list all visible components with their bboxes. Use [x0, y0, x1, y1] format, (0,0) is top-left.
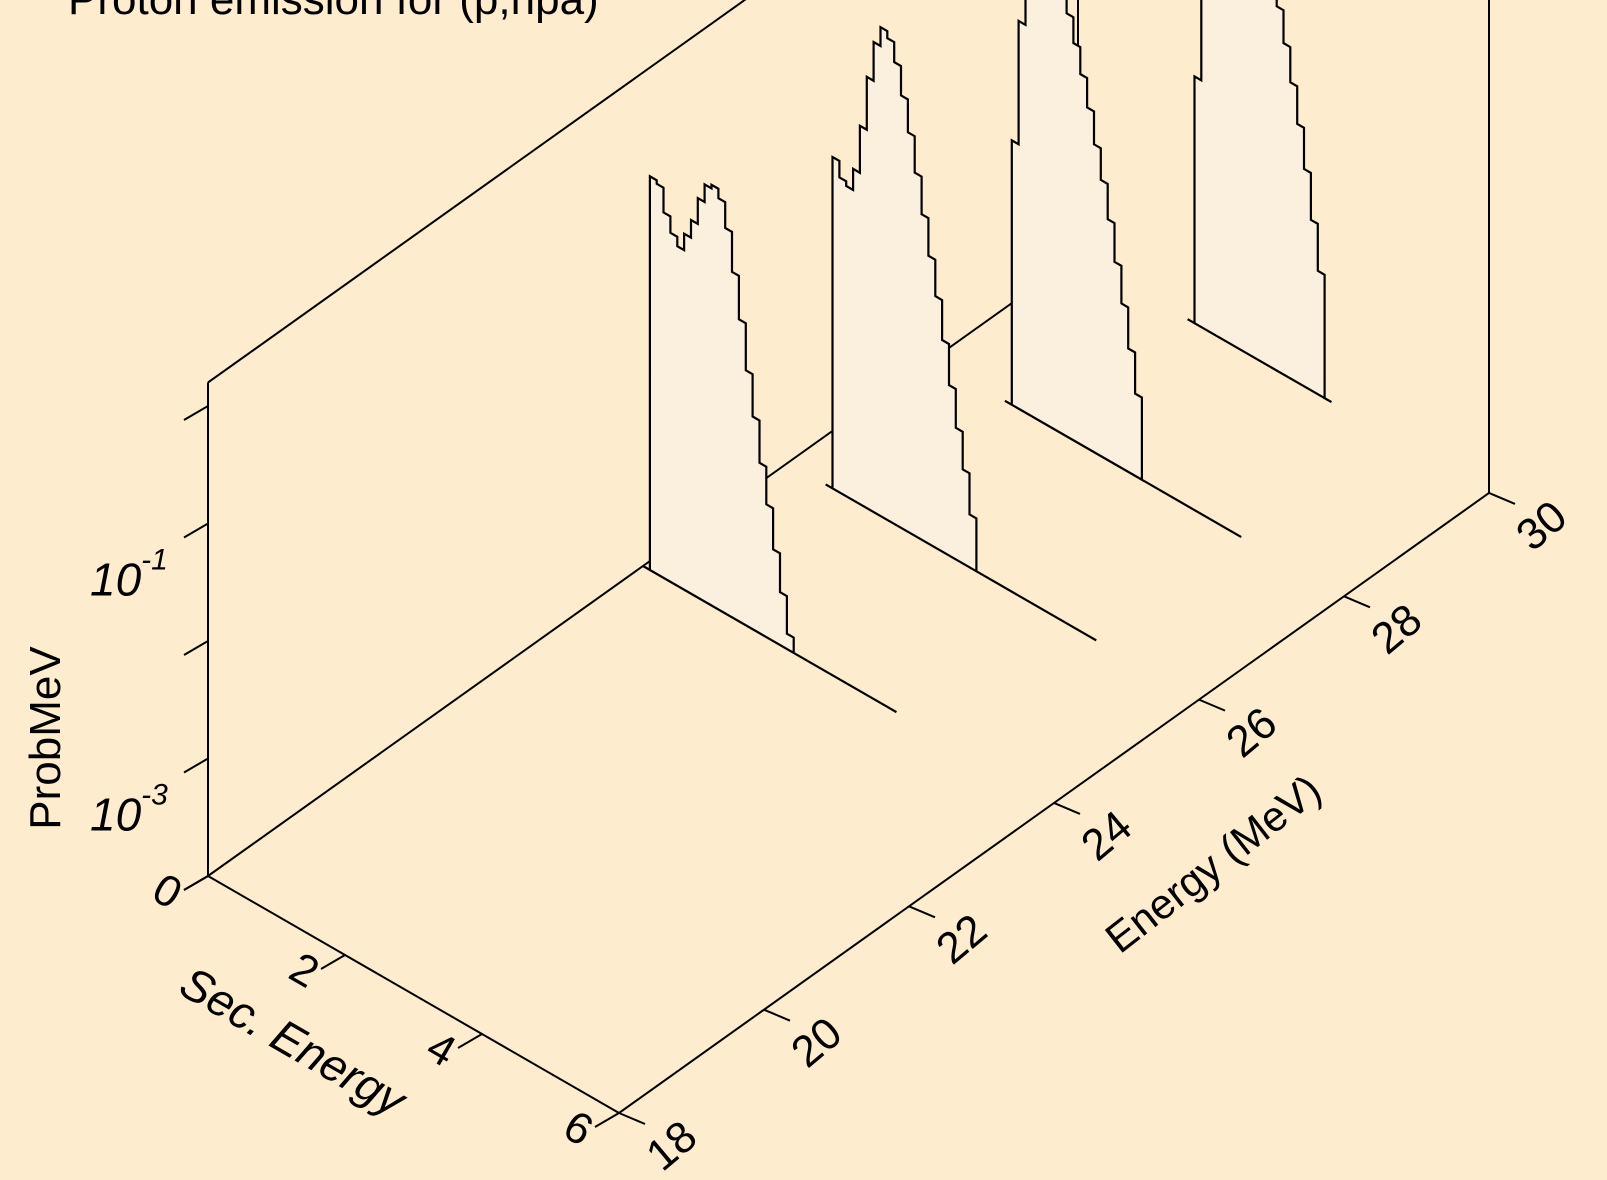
y-tick	[908, 905, 936, 919]
y-tick	[1343, 595, 1371, 609]
y-tick	[763, 1008, 791, 1022]
spectrum-tail-e26	[982, 574, 1097, 642]
z-tick-label-exp: -1	[141, 544, 168, 577]
y-tick-label: 22	[927, 905, 996, 974]
z-tick	[183, 757, 209, 774]
z-tick	[183, 522, 209, 539]
y-tick-label: 24	[1072, 801, 1141, 870]
back-top-edge	[207, 0, 747, 384]
x-tick-label: 6	[555, 1101, 601, 1156]
spectrum-e28	[1004, 0, 1150, 485]
spectrum-e30	[1187, 0, 1333, 404]
x-tick	[320, 954, 346, 970]
spectrum-e24	[642, 174, 808, 662]
y-tick	[1488, 492, 1516, 505]
z-tick	[183, 640, 209, 656]
x-tick	[183, 875, 209, 891]
z-tick-label-exp: -3	[141, 779, 168, 812]
z-tick-label: 10-3	[90, 779, 168, 841]
x-tick-label: 2	[281, 943, 327, 998]
y-tick	[1198, 698, 1226, 712]
y-tick-label: 18	[637, 1111, 706, 1175]
z-axis-label: ProbMeV	[21, 646, 70, 830]
y-tick	[1053, 802, 1081, 815]
z-tick-label-base: 10	[90, 554, 142, 606]
y-tick-label: 28	[1362, 595, 1431, 664]
y-tick-label: 30	[1507, 491, 1576, 560]
spectrum-tail-e24	[806, 659, 897, 714]
y-axis-label: Energy (MeV)	[1097, 765, 1330, 962]
y-tick-label: 20	[782, 1008, 851, 1077]
spectrum-tail-e28	[1148, 482, 1242, 539]
x-tick	[594, 1112, 620, 1128]
x-tick-label: 4	[418, 1022, 464, 1077]
z-tick-label-base: 10	[90, 789, 142, 841]
y-tick	[618, 1112, 646, 1125]
chart-title: Proton emission for (p,npa)	[68, 0, 599, 24]
x-axis-line	[207, 875, 620, 1114]
y-tick-label: 26	[1217, 698, 1286, 767]
x-tick-label: 0	[144, 864, 190, 919]
spectra-layer	[642, 0, 1333, 714]
z-tick-label: 10-1	[90, 544, 168, 606]
z-tick	[183, 405, 209, 421]
x-tick	[457, 1033, 483, 1049]
spectrum-e26	[825, 25, 984, 577]
